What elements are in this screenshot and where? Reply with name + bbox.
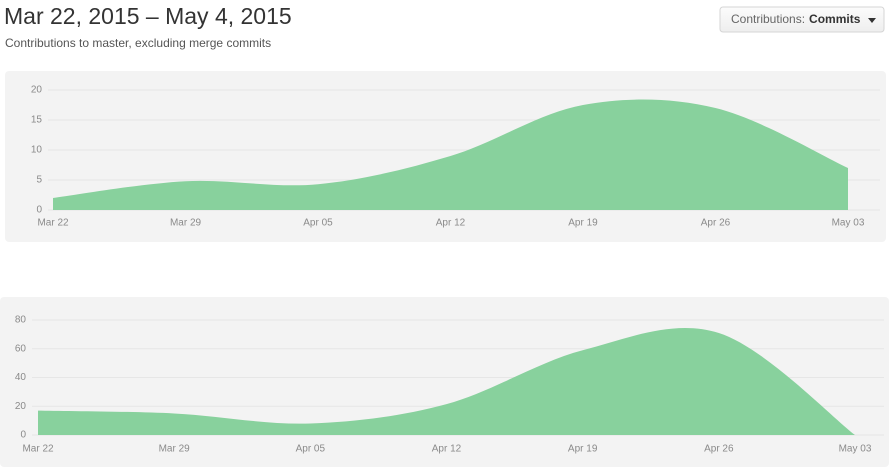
caret <box>868 18 876 23</box>
x-tick-label: Apr 05 <box>303 218 333 229</box>
x-tick-label: Mar 22 <box>22 444 54 455</box>
x-tick-label: May 03 <box>839 444 872 455</box>
x-tick-label: May 03 <box>832 218 865 229</box>
y-tick-label: 10 <box>31 145 43 156</box>
dropdown-value: Commits <box>809 12 861 26</box>
dropdown-button[interactable] <box>719 6 885 33</box>
area <box>38 328 855 435</box>
dropdown-label: Contributions: <box>731 12 805 26</box>
x-tick-label: Apr 19 <box>568 444 598 455</box>
x-tick-label: Apr 19 <box>568 218 598 229</box>
subtitle: Contributions to master, excluding merge… <box>5 36 271 50</box>
y-tick-label: 20 <box>15 401 27 412</box>
x-tick-label: Apr 05 <box>296 444 326 455</box>
y-tick-label: 80 <box>15 315 27 326</box>
x-tick-label: Apr 26 <box>701 218 731 229</box>
y-tick-label: 40 <box>15 372 27 383</box>
y-tick-label: 0 <box>20 430 26 441</box>
area <box>53 99 848 210</box>
x-tick-label: Mar 22 <box>37 218 69 229</box>
x-tick-label: Apr 12 <box>436 218 466 229</box>
contributions-dropdown[interactable]: Contributions: Commits <box>719 6 885 33</box>
x-tick-label: Apr 12 <box>432 444 462 455</box>
x-tick-label: Mar 29 <box>170 218 202 229</box>
x-tick-label: Apr 26 <box>704 444 734 455</box>
y-tick-label: 15 <box>31 115 43 126</box>
x-tick-label: Mar 29 <box>159 444 191 455</box>
y-tick-label: 5 <box>36 175 42 186</box>
title: Mar 22, 2015 – May 4, 2015 <box>4 3 292 29</box>
y-tick-label: 0 <box>36 205 42 216</box>
y-tick-label: 60 <box>15 343 27 354</box>
y-tick-label: 20 <box>31 85 43 96</box>
